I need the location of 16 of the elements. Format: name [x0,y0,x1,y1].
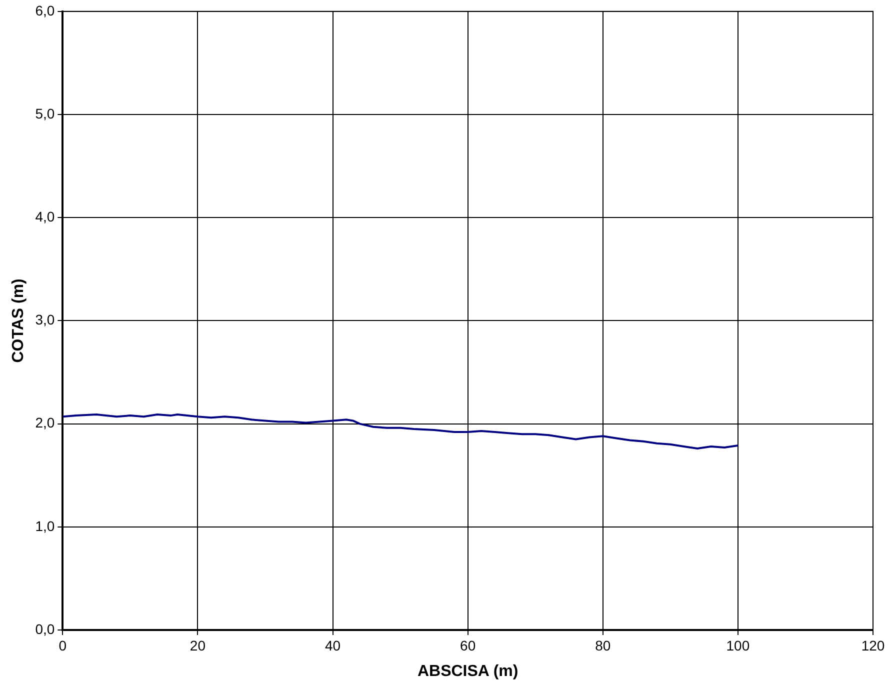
y-tick-label: 4,0 [35,208,55,224]
x-tick-label: 40 [324,637,341,654]
y-tick-label: 3,0 [35,312,55,328]
y-tick-label: 5,0 [35,105,55,122]
x-tick-label: 0 [58,637,67,654]
x-axis-title: ABSCISA (m) [417,662,518,680]
y-tick-label: 2,0 [35,414,55,431]
y-axis-title: COTAS (m) [10,278,28,363]
y-tick-label: 1,0 [35,518,55,534]
x-tick-label: 100 [726,637,750,654]
x-tick-label: 20 [190,637,206,654]
x-tick-label: 120 [861,637,885,654]
x-tick-label: 60 [460,637,476,654]
y-tick-label: 6,0 [35,2,55,18]
y-tick-label: 0,0 [35,620,55,637]
x-tick-label: 80 [595,637,611,654]
